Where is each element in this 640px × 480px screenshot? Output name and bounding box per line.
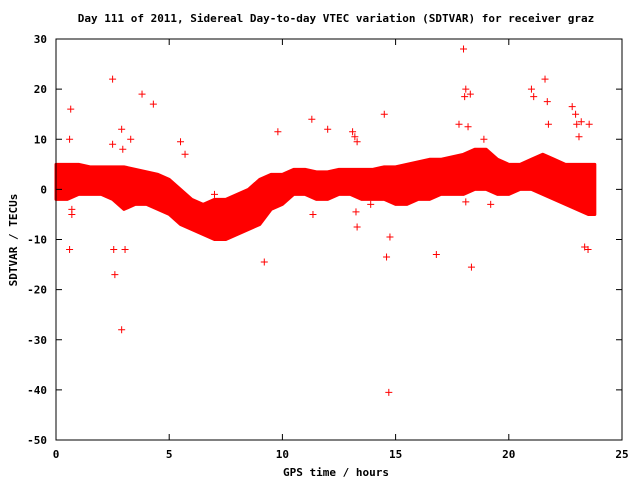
outlier-point xyxy=(461,93,469,101)
outlier-point xyxy=(573,120,581,128)
x-tick-label: 0 xyxy=(53,448,60,461)
tick-labels: 0 5 10 15 20 25 -50 -40 -30 -20 -10 0 10 20 30 xyxy=(27,33,629,461)
outlier-point xyxy=(487,200,495,208)
x-tick-label: 25 xyxy=(615,448,628,461)
outlier-point xyxy=(460,45,468,53)
outlier-point xyxy=(467,263,475,271)
outlier-point xyxy=(109,75,117,83)
outlier-point xyxy=(541,75,549,83)
y-tick-label: 30 xyxy=(34,33,47,46)
outlier-point xyxy=(177,138,185,146)
outlier-point xyxy=(119,145,127,153)
outlier-point xyxy=(324,125,332,133)
y-tick-label: -50 xyxy=(27,434,47,447)
outlier-point xyxy=(309,210,317,218)
outlier-point xyxy=(274,128,282,136)
outlier-point xyxy=(577,118,585,126)
outlier-point xyxy=(353,223,361,231)
outlier-point xyxy=(385,388,393,396)
outlier-point xyxy=(584,246,592,254)
outlier-point xyxy=(181,150,189,158)
y-tick-label: 10 xyxy=(34,133,47,146)
outlier-point xyxy=(527,85,535,93)
outlier-point xyxy=(380,110,388,118)
y-tick-label: 20 xyxy=(34,83,47,96)
outlier-point xyxy=(351,133,359,141)
x-tick-label: 15 xyxy=(389,448,402,461)
outlier-point xyxy=(367,200,375,208)
outlier-point xyxy=(66,135,74,143)
y-tick-label: -40 xyxy=(27,384,47,397)
outlier-point xyxy=(111,271,119,279)
y-tick-label: -20 xyxy=(27,284,47,297)
outlier-point xyxy=(118,125,126,133)
outlier-point xyxy=(455,120,463,128)
y-tick-label: 0 xyxy=(40,183,47,196)
outlier-point xyxy=(544,120,552,128)
chart-title: Day 111 of 2011, Sidereal Day-to-day VTE… xyxy=(78,12,595,25)
outlier-point xyxy=(572,110,580,118)
outlier-point xyxy=(585,120,593,128)
outlier-point xyxy=(109,140,117,148)
outlier-point xyxy=(480,135,488,143)
x-tick-label: 10 xyxy=(276,448,289,461)
outlier-point xyxy=(66,246,74,254)
outlier-point xyxy=(67,105,75,113)
outlier-point xyxy=(383,253,391,261)
outlier-point xyxy=(138,90,146,98)
outlier-point xyxy=(575,133,583,141)
outlier-point xyxy=(530,93,538,101)
data-band-area xyxy=(54,147,597,241)
y-tick-label: -10 xyxy=(27,234,47,247)
data-band xyxy=(54,147,597,241)
outlier-point xyxy=(466,90,474,98)
outlier-point xyxy=(464,123,472,131)
outlier-point xyxy=(432,251,440,259)
outlier-point xyxy=(110,246,118,254)
outlier-point xyxy=(543,98,551,106)
y-tick-label: -30 xyxy=(27,334,47,347)
outlier-point xyxy=(68,210,76,218)
y-axis-label: SDTVAR / TECUs xyxy=(7,194,20,287)
outlier-point xyxy=(260,258,268,266)
x-axis-label: GPS time / hours xyxy=(283,466,389,479)
outlier-point xyxy=(121,246,129,254)
outlier-point xyxy=(462,85,470,93)
x-tick-label: 20 xyxy=(502,448,515,461)
outlier-point xyxy=(349,128,357,136)
plot-frame xyxy=(55,38,623,441)
outlier-point xyxy=(386,233,394,241)
outlier-point xyxy=(118,326,126,334)
x-tick-label: 5 xyxy=(166,448,173,461)
outlier-point xyxy=(353,138,361,146)
outlier-point xyxy=(127,135,135,143)
outlier-point xyxy=(568,103,576,111)
outlier-point xyxy=(210,190,218,198)
outlier-point xyxy=(462,198,470,206)
axis-ticks xyxy=(55,38,623,441)
outlier-point xyxy=(352,208,360,216)
outlier-markers xyxy=(66,45,593,396)
outlier-point xyxy=(308,115,316,123)
outlier-point xyxy=(149,100,157,108)
